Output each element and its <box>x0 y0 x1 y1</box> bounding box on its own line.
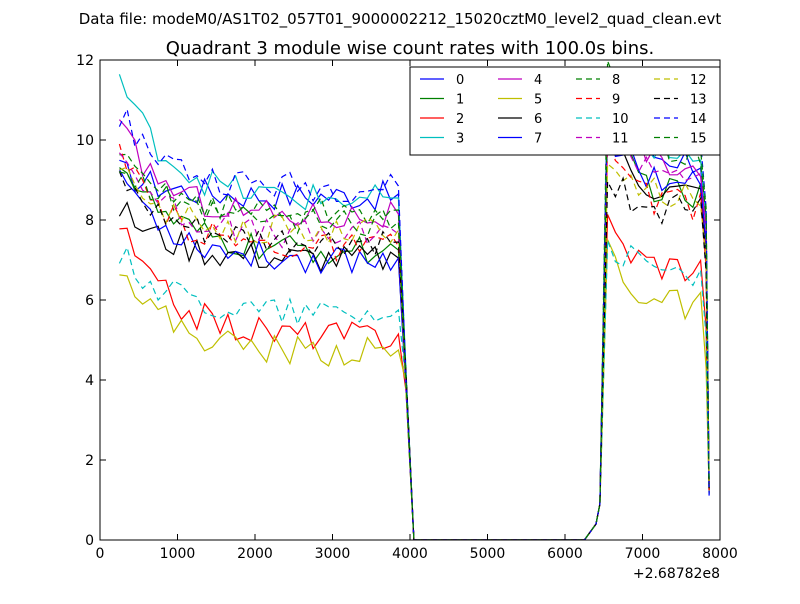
legend-label-5: 5 <box>534 93 542 108</box>
series-line-14 <box>118 90 710 540</box>
y-tick-label: 0 <box>85 533 94 549</box>
series-line-5 <box>119 239 710 540</box>
x-tick-label: 6000 <box>547 546 583 562</box>
x-offset-label: +2.68782e8 <box>633 566 720 582</box>
x-tick-label: 5000 <box>470 546 506 562</box>
y-tick-label: 12 <box>76 53 94 69</box>
chart-suptitle: Data file: modeM0/AS1T02_057T01_90000022… <box>79 10 722 29</box>
series-line-11 <box>118 121 710 540</box>
series-line-7 <box>118 123 710 540</box>
y-tick-label: 2 <box>85 453 94 469</box>
legend-label-1: 1 <box>456 93 464 108</box>
legend-label-7: 7 <box>534 132 542 147</box>
legend-label-13: 13 <box>690 93 707 108</box>
legend-label-11: 11 <box>612 132 629 147</box>
series-line-4 <box>118 104 710 540</box>
legend-label-15: 15 <box>690 132 707 147</box>
legend-label-6: 6 <box>534 112 542 127</box>
series-line-10 <box>118 240 710 540</box>
x-tick-label: 0 <box>96 546 105 562</box>
series-line-12 <box>119 162 710 540</box>
y-tick-label: 6 <box>85 293 94 309</box>
series-line-1 <box>119 88 710 540</box>
series-line-9 <box>118 138 710 540</box>
x-tick-label: 3000 <box>315 546 351 562</box>
x-tick-label: 4000 <box>392 546 428 562</box>
x-tick-label: 1000 <box>160 546 196 562</box>
y-tick-label: 8 <box>85 213 94 229</box>
x-tick-label: 8000 <box>702 546 738 562</box>
legend-label-12: 12 <box>690 73 707 88</box>
x-tick-label: 2000 <box>237 546 273 562</box>
y-tick-label: 10 <box>76 133 94 149</box>
legend-label-0: 0 <box>456 73 464 88</box>
series-line-13 <box>118 171 710 540</box>
x-tick-label: 7000 <box>625 546 661 562</box>
legend-label-8: 8 <box>612 73 620 88</box>
legend-box <box>409 66 721 156</box>
legend-label-10: 10 <box>612 112 629 127</box>
series-line-6 <box>118 129 710 540</box>
ticks-layer: 0 1000 2000 3000 4000 5000 6000 7000 80000246810… <box>76 53 738 562</box>
y-tick-label: 4 <box>85 373 94 389</box>
series-line-2 <box>119 214 710 540</box>
legend-label-4: 4 <box>534 73 542 88</box>
legend-label-2: 2 <box>456 112 464 127</box>
legend-label-9: 9 <box>612 93 620 108</box>
legend-label-14: 14 <box>690 112 707 127</box>
legend-label-3: 3 <box>456 132 464 147</box>
series-line-15 <box>119 104 710 540</box>
chart-title: Quadrant 3 module wise count rates with … <box>166 38 655 59</box>
series-line-0 <box>119 102 710 540</box>
